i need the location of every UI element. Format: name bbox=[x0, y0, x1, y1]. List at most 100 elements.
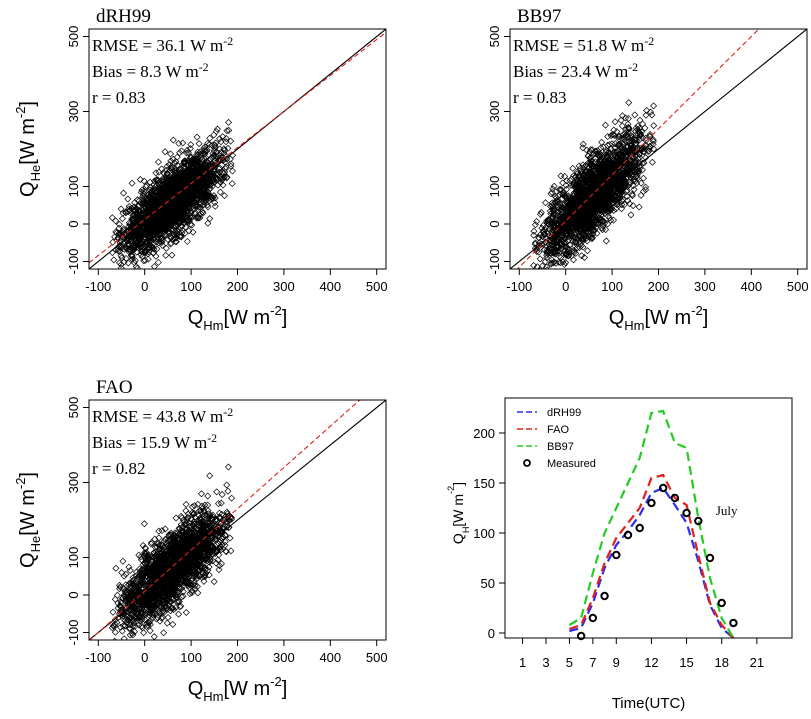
scatter-point bbox=[172, 157, 180, 165]
scatter-point bbox=[557, 224, 565, 232]
scatter-point bbox=[564, 252, 572, 260]
scatter-point bbox=[206, 215, 214, 223]
scatter-point bbox=[217, 175, 225, 183]
scatter-point bbox=[545, 275, 551, 281]
scatter-point bbox=[579, 140, 587, 148]
x-axis-label: QHm[W m-2] bbox=[188, 303, 288, 333]
scatter-point bbox=[219, 133, 227, 141]
y-tick-label: 0 bbox=[66, 220, 81, 227]
scatter-point bbox=[546, 274, 552, 280]
scatter-point bbox=[580, 253, 588, 261]
scatter-point bbox=[591, 180, 599, 188]
scatter-point bbox=[579, 164, 587, 172]
scatter-point bbox=[586, 193, 594, 201]
scatter-point bbox=[530, 231, 538, 239]
scatter-point bbox=[153, 182, 161, 190]
scatter-point bbox=[206, 134, 214, 142]
scatter-point bbox=[170, 167, 178, 175]
scatter-point bbox=[595, 151, 603, 159]
scatter-point bbox=[171, 159, 179, 167]
scatter-point bbox=[593, 172, 601, 180]
scatter-point bbox=[576, 171, 584, 179]
scatter-point bbox=[151, 227, 159, 235]
scatter-point bbox=[180, 162, 188, 170]
x-tick-label: 0 bbox=[562, 279, 569, 294]
scatter-point bbox=[125, 202, 133, 210]
scatter-point bbox=[137, 251, 145, 259]
scatter-point bbox=[177, 233, 185, 241]
scatter-point bbox=[138, 232, 146, 240]
scatter-point bbox=[179, 139, 187, 147]
scatter-point bbox=[188, 221, 196, 229]
scatter-point bbox=[616, 190, 624, 198]
scatter-point bbox=[633, 150, 641, 158]
scatter-point bbox=[187, 167, 195, 175]
scatter-point bbox=[227, 137, 235, 145]
scatter-point bbox=[611, 161, 619, 169]
scatter-point bbox=[153, 245, 161, 253]
scatter-point bbox=[129, 216, 137, 224]
scatter-point bbox=[627, 139, 635, 147]
scatter-point bbox=[169, 176, 177, 184]
scatter-point bbox=[610, 151, 618, 159]
scatter-point bbox=[596, 215, 604, 223]
scatter-point bbox=[183, 237, 191, 245]
scatter-point bbox=[183, 191, 191, 199]
scatter-point bbox=[187, 161, 195, 169]
scatter-point bbox=[539, 222, 547, 230]
scatter-point bbox=[624, 161, 632, 169]
scatter-point bbox=[642, 111, 650, 119]
scatter-point bbox=[605, 202, 613, 210]
scatter-point bbox=[569, 182, 577, 190]
scatter-point bbox=[140, 198, 148, 206]
scatter-point bbox=[204, 492, 212, 500]
scatter-point bbox=[210, 151, 218, 159]
scatter-point bbox=[560, 191, 568, 199]
scatter-point bbox=[650, 122, 658, 130]
scatter-point bbox=[177, 173, 185, 181]
scatter-point bbox=[627, 141, 635, 149]
x-tick-label: -100 bbox=[506, 279, 532, 294]
scatter-point bbox=[573, 177, 581, 185]
scatter-point bbox=[624, 120, 632, 128]
scatter-point bbox=[555, 186, 563, 194]
scatter-point bbox=[554, 243, 562, 251]
scatter-point bbox=[175, 210, 183, 218]
y-tick-label: 500 bbox=[487, 26, 502, 48]
scatter-point bbox=[154, 204, 162, 212]
scatter-point bbox=[168, 195, 176, 203]
scatter-point bbox=[557, 203, 565, 211]
scatter-point bbox=[614, 200, 622, 208]
scatter-point bbox=[144, 237, 152, 245]
scatter-point bbox=[187, 169, 195, 177]
y-tick-label: 0 bbox=[487, 220, 502, 227]
scatter-point bbox=[158, 234, 166, 242]
scatter-point bbox=[601, 219, 609, 227]
scatter-point bbox=[167, 195, 175, 203]
scatter-point bbox=[548, 259, 555, 267]
stats-line: r = 0.83 bbox=[92, 88, 146, 107]
scatter-point bbox=[138, 186, 146, 194]
scatter-point bbox=[571, 190, 579, 198]
scatter-point bbox=[553, 273, 559, 279]
scatter-point bbox=[135, 226, 143, 234]
scatter-point bbox=[616, 169, 624, 177]
scatter-point bbox=[217, 138, 225, 146]
scatter-points bbox=[108, 463, 236, 640]
scatter-point bbox=[159, 176, 167, 184]
scatter-point bbox=[607, 191, 615, 199]
scatter-point bbox=[562, 181, 570, 189]
scatter-point bbox=[129, 233, 137, 241]
x-tick-label: 100 bbox=[180, 279, 202, 294]
scatter-point bbox=[554, 192, 562, 200]
scatter-point bbox=[189, 228, 197, 236]
scatter-point bbox=[563, 225, 571, 233]
scatter-point bbox=[156, 186, 164, 194]
scatter-point bbox=[182, 173, 190, 181]
scatter-point bbox=[536, 255, 544, 263]
scatter-point bbox=[117, 261, 125, 269]
scatter-point bbox=[555, 258, 563, 266]
scatter-point bbox=[648, 158, 656, 166]
scatter-point bbox=[564, 245, 572, 253]
scatter-point bbox=[569, 256, 577, 264]
